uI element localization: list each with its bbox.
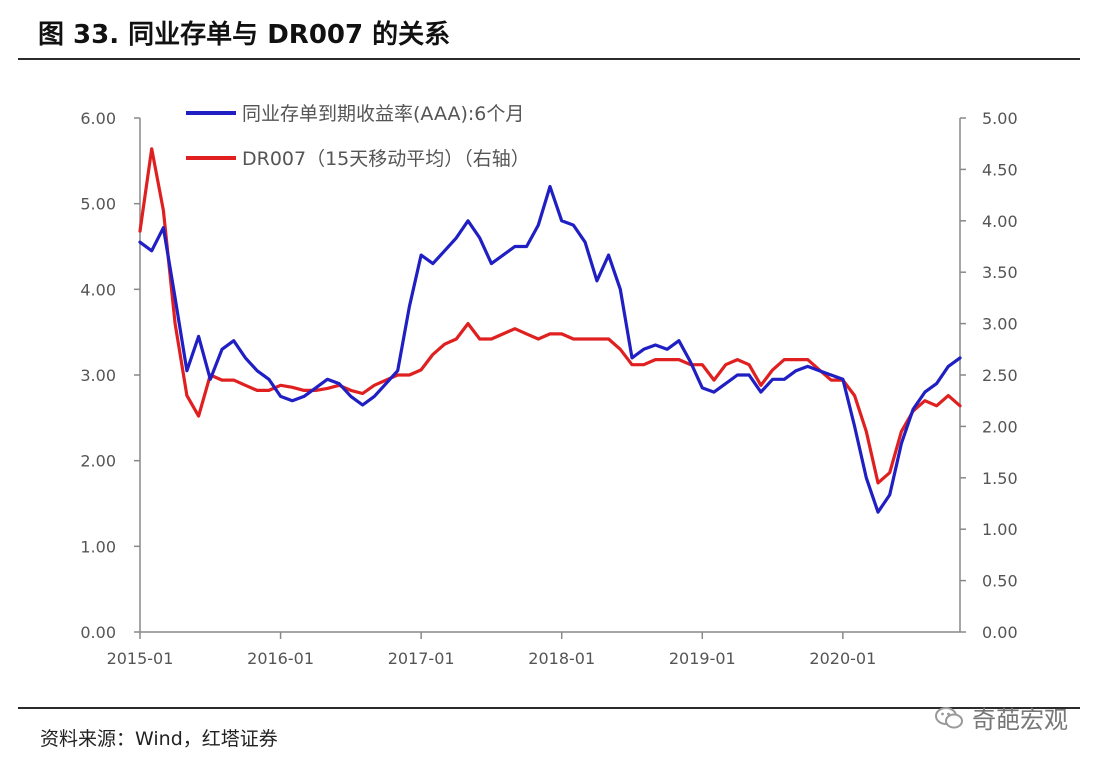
right-tick-label: 4.50: [982, 160, 1018, 179]
left-tick-label: 5.00: [80, 195, 116, 214]
chart-axes: 0.00 1.00 2.00 3.00 4.00 5.00 6.00 0.00 0.50 1.00…: [80, 109, 1017, 668]
right-tick-label: 1.50: [982, 469, 1018, 488]
dr007-line: [138, 147, 962, 485]
right-tick-label: 1.00: [982, 520, 1018, 539]
x-tick-label: 2019-01: [669, 649, 736, 668]
watermark-text: 奇葩宏观: [972, 706, 1068, 734]
x-tick-label: 2017-01: [388, 649, 455, 668]
watermark: 奇葩宏观: [934, 700, 1068, 735]
left-tick-label: 2.00: [80, 452, 116, 471]
right-tick-label: 0.00: [982, 623, 1018, 642]
right-tick-label: 0.50: [982, 572, 1018, 591]
right-tick-label: 2.50: [982, 366, 1018, 385]
wechat-icon: [935, 706, 963, 728]
top-divider: [18, 58, 1080, 60]
source-note: 资料来源：Wind，红塔证券: [40, 728, 278, 750]
x-tick-label: 2020-01: [809, 649, 876, 668]
right-tick-label: 3.00: [982, 315, 1018, 334]
right-tick-label: 2.00: [982, 417, 1018, 436]
right-tick-label: 3.50: [982, 263, 1018, 282]
right-tick-label: 4.00: [982, 212, 1018, 231]
right-tick-label: 5.00: [982, 109, 1018, 128]
left-tick-label: 0.00: [80, 623, 116, 642]
bottom-divider: [18, 707, 1080, 709]
chart-lines: [138, 147, 962, 514]
figure-title: 图 33. 同业存单与 DR007 的关系: [38, 20, 451, 50]
legend-label-2: DR007（15天移动平均）（右轴）: [242, 148, 530, 170]
x-tick-label: 2016-01: [247, 649, 314, 668]
ncd-yield-line: [138, 184, 962, 514]
left-tick-label: 6.00: [80, 109, 116, 128]
legend-label-1: 同业存单到期收益率(AAA):6个月: [242, 103, 524, 125]
left-tick-label: 4.00: [80, 280, 116, 299]
left-tick-label: 1.00: [80, 537, 116, 556]
x-tick-label: 2018-01: [528, 649, 595, 668]
left-tick-label: 3.00: [80, 366, 116, 385]
x-tick-label: 2015-01: [107, 649, 174, 668]
line-chart: 0.00 1.00 2.00 3.00 4.00 5.00 6.00 0.00 0.50 1.00…: [80, 103, 1017, 668]
chart-legend: 同业存单到期收益率(AAA):6个月 DR007（15天移动平均）（右轴）: [186, 103, 530, 170]
